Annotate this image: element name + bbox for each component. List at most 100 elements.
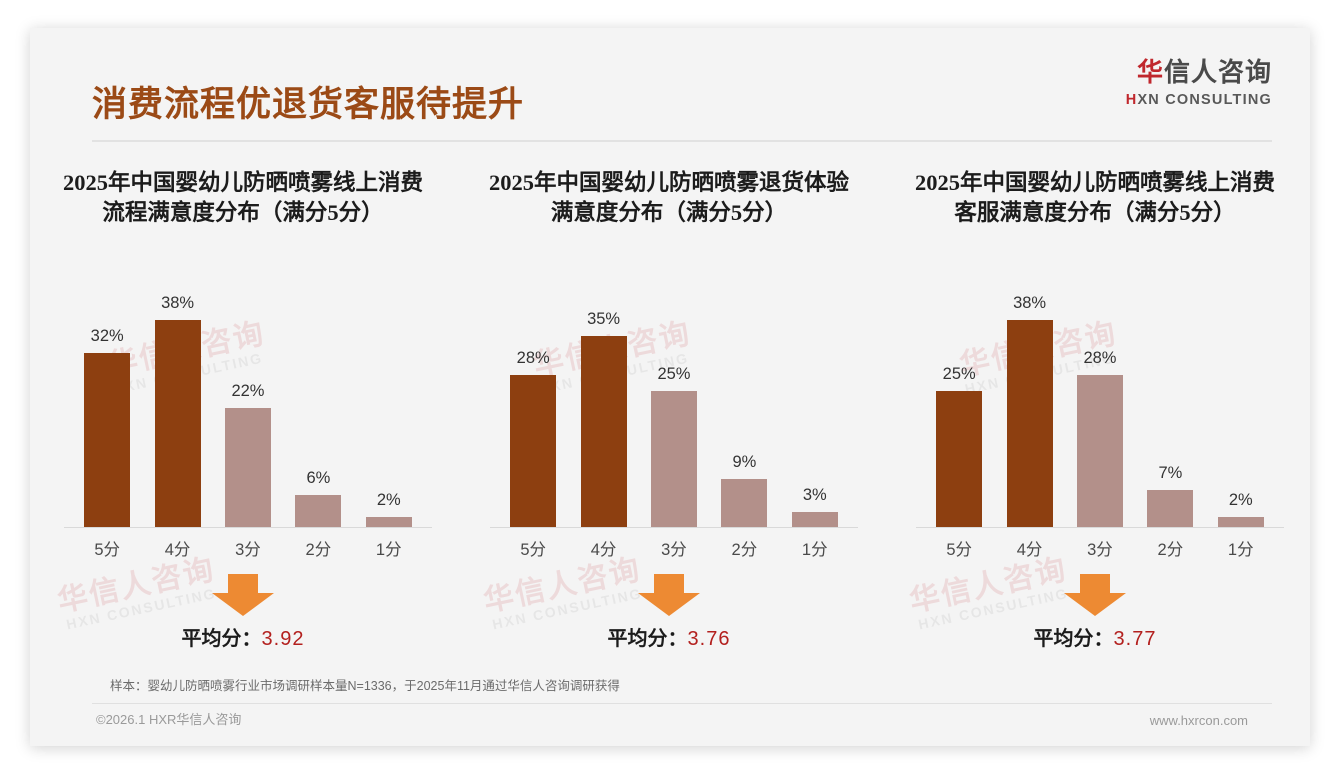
bar-slot[interactable]: 35%	[571, 264, 636, 528]
website-url[interactable]: www.hxrcon.com	[1149, 713, 1248, 728]
x-axis-line	[64, 527, 432, 528]
page-title: 消费流程优退货客服待提升	[92, 85, 525, 124]
bar-group: 25% 38% 28% 7% 2%	[924, 264, 1276, 528]
bar-rect[interactable]	[365, 517, 412, 528]
logo-en-accent: H	[1125, 92, 1138, 108]
arrow-shaft	[228, 574, 258, 594]
bar-rect[interactable]	[1217, 517, 1264, 528]
chart-title: 2025年中国婴幼儿防晒喷雾退货体验满意度分布（满分5分）	[488, 170, 849, 226]
bar-rect[interactable]	[510, 375, 557, 528]
bar-slot[interactable]: 25%	[927, 264, 992, 528]
average-score-label: 平均分：	[607, 628, 688, 650]
bar-slot[interactable]: 3%	[782, 264, 847, 528]
average-score-block: 华信人咨询 HXN CONSULTING 平均分：3.76	[456, 553, 882, 666]
bar-slot[interactable]: 7%	[1138, 264, 1203, 528]
logo-cn-accent: 华	[1136, 58, 1164, 87]
bar-slot[interactable]: 28%	[1067, 264, 1132, 528]
average-score-text: 平均分：3.92	[30, 622, 456, 651]
x-axis-tick-label: 3分	[661, 541, 687, 559]
x-axis-tick-label: 5分	[94, 541, 121, 559]
x-axis-line	[490, 527, 858, 528]
header-divider	[92, 140, 1272, 142]
bar-rect[interactable]	[721, 479, 768, 528]
logo-en-rest: XN CONSULTING	[1137, 92, 1272, 108]
logo-english-text: HXN CONSULTING	[1126, 93, 1272, 108]
bar-rect[interactable]	[84, 353, 131, 528]
bar-value-label: 38%	[1013, 294, 1047, 312]
bar-slot[interactable]: 38%	[145, 264, 210, 528]
x-axis-tick-label: 2分	[305, 541, 332, 559]
sample-footnote: 样本：婴幼儿防晒喷雾行业市场调研样本量N=1336，于2025年11月通过华信人…	[110, 679, 620, 693]
bar-slot[interactable]: 32%	[75, 264, 140, 528]
logo-chinese-text: 华信人咨询	[1126, 60, 1272, 86]
bar-rect[interactable]	[936, 391, 983, 528]
x-axis-labels: 5分 4分 3分 2分 1分	[924, 536, 1276, 560]
average-score-label: 平均分：	[1033, 628, 1114, 650]
chart-title: 2025年中国婴幼儿防晒喷雾线上消费流程满意度分布（满分5分）	[62, 170, 423, 226]
average-score-value: 3.92	[261, 628, 305, 650]
bar-rect[interactable]	[295, 495, 342, 528]
bar-rect[interactable]	[791, 512, 838, 528]
bar-value-label: 2%	[376, 491, 401, 509]
bar-rect[interactable]	[224, 408, 271, 528]
x-axis-tick-label: 5分	[946, 541, 973, 559]
logo-cn-rest: 信人咨询	[1163, 58, 1272, 87]
charts-container: 2025年中国婴幼儿防晒喷雾线上消费流程满意度分布（满分5分） 华信人咨询HXN …	[30, 168, 1310, 666]
down-arrow-icon	[1064, 574, 1126, 616]
down-arrow-icon	[212, 574, 274, 616]
bar-rect[interactable]	[1147, 490, 1194, 528]
bar-value-label: 9%	[732, 453, 757, 471]
slide-header: 消费流程优退货客服待提升 华信人咨询 HXN CONSULTING	[30, 28, 1310, 142]
bar-slot[interactable]: 2%	[356, 264, 421, 528]
average-score-text: 平均分：3.77	[882, 622, 1308, 651]
x-axis-tick-label: 1分	[375, 541, 402, 559]
footer-divider	[92, 703, 1272, 704]
bar-value-label: 25%	[657, 365, 691, 383]
bar-slot[interactable]: 9%	[712, 264, 777, 528]
average-score-label: 平均分：	[181, 628, 262, 650]
chart-panel: 2025年中国婴幼儿防晒喷雾线上消费流程满意度分布（满分5分） 华信人咨询HXN …	[30, 168, 456, 666]
average-score-text: 平均分：3.76	[456, 622, 882, 651]
x-axis-tick-label: 3分	[1087, 541, 1113, 559]
bar-slot[interactable]: 38%	[997, 264, 1062, 528]
bar-rect[interactable]	[154, 320, 201, 528]
bar-value-label: 22%	[231, 382, 265, 400]
bar-value-label: 25%	[942, 365, 976, 383]
bar-group: 28% 35% 25% 9% 3%	[498, 264, 850, 528]
bar-rect[interactable]	[650, 391, 697, 528]
x-axis-labels: 5分 4分 3分 2分 1分	[72, 536, 424, 560]
chart-title: 2025年中国婴幼儿防晒喷雾线上消费客服满意度分布（满分5分）	[914, 170, 1275, 226]
bar-value-label: 28%	[516, 349, 550, 367]
x-axis-tick-label: 3分	[235, 541, 261, 559]
bar-slot[interactable]: 25%	[641, 264, 706, 528]
average-score-value: 3.77	[1113, 628, 1157, 650]
bar-value-label: 6%	[306, 469, 331, 487]
bar-rect[interactable]	[1006, 320, 1053, 528]
bar-slot[interactable]: 28%	[501, 264, 566, 528]
bar-value-label: 35%	[587, 310, 621, 328]
arrow-head	[1064, 593, 1126, 616]
arrow-head	[212, 593, 274, 616]
x-axis-tick-label: 4分	[164, 541, 191, 559]
bar-value-label: 7%	[1158, 464, 1183, 482]
bar-slot[interactable]: 22%	[215, 264, 280, 528]
x-axis-tick-label: 4分	[590, 541, 617, 559]
x-axis-tick-label: 1分	[1227, 541, 1254, 559]
bar-value-label: 3%	[802, 486, 827, 504]
bar-value-label: 32%	[90, 327, 124, 345]
x-axis-tick-label: 5分	[520, 541, 547, 559]
bar-slot[interactable]: 6%	[286, 264, 351, 528]
bar-value-label: 38%	[161, 294, 195, 312]
x-axis-line	[916, 527, 1284, 528]
arrow-shaft	[654, 574, 684, 594]
bar-slot[interactable]: 2%	[1208, 264, 1273, 528]
down-arrow-icon	[638, 574, 700, 616]
bar-rect[interactable]	[1076, 375, 1123, 528]
bar-rect[interactable]	[580, 336, 627, 528]
chart-panel: 2025年中国婴幼儿防晒喷雾线上消费客服满意度分布（满分5分） 华信人咨询HXN …	[882, 168, 1308, 666]
